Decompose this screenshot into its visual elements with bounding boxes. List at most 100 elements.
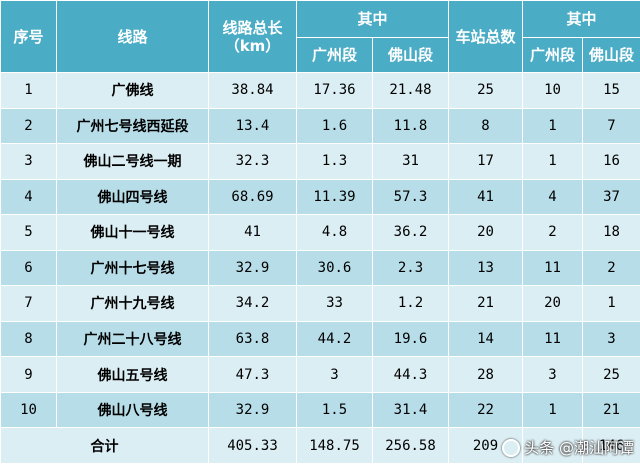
table-row: 7 广州十九号线 34.2 33 1.2 21 20 1 (0, 285, 640, 322)
cell-line-name: 佛山五号线 (56, 356, 209, 393)
watermark: 头条 @潮汕阿谭 (502, 437, 634, 458)
cell-fs-length: 36.2 (371, 214, 450, 251)
cell-fs-length: 11.8 (371, 107, 450, 145)
cell-line-name: 佛山四号线 (56, 178, 209, 216)
table-row: 10 佛山八号线 32.9 1.5 31.4 22 1 21 (0, 391, 640, 429)
cell-gz-stations: 1 (522, 107, 584, 145)
cell-fs-length: 44.3 (371, 356, 450, 393)
cell-total-label: 合计 (0, 427, 209, 464)
table-header: 序号 线路 线路总长 （km） 其中 车站总数 其中 广州段 佛山段 广州段 佛… (0, 0, 640, 73)
cell-fs-stations: 2 (582, 249, 640, 287)
header-row-2: 广州段 佛山段 广州段 佛山段 (1, 37, 640, 73)
cell-no: 2 (0, 107, 57, 145)
cell-stations: 25 (448, 72, 524, 109)
cell-stations: 41 (448, 178, 524, 216)
cell-fs-length: 1.2 (371, 285, 450, 322)
cell-stations: 22 (448, 391, 524, 429)
cell-fs-stations: 21 (582, 391, 640, 429)
cell-gz-length: 44.2 (296, 320, 373, 358)
cell-no: 8 (0, 320, 57, 358)
header-index: 序号 (0, 0, 57, 73)
header-length-title: 线路总长 (222, 18, 283, 37)
cell-fs-stations: 1 (582, 285, 640, 322)
cell-line-name: 广州二十八号线 (56, 320, 209, 358)
cell-gz-length: 33 (296, 285, 373, 322)
cell-gz-stations: 11 (522, 249, 584, 287)
cell-fs-stations: 37 (582, 178, 640, 216)
header-of-which-stations: 其中 (522, 0, 640, 38)
cell-gz-length: 3 (296, 356, 373, 393)
cell-no: 4 (0, 178, 57, 216)
cell-stations: 28 (448, 356, 524, 393)
cell-fs-stations: 15 (582, 72, 640, 109)
table-row: 6 广州十七号线 32.9 30.6 2.3 13 11 2 (0, 249, 640, 287)
cell-gz-length: 17.36 (296, 72, 373, 109)
cell-fs-length: 2.3 (371, 249, 450, 287)
cell-gz-length: 11.39 (296, 178, 373, 216)
cell-no: 7 (0, 285, 57, 322)
cell-no: 1 (0, 72, 57, 109)
cell-length: 34.2 (208, 285, 297, 322)
cell-total-length: 405.33 (208, 427, 297, 464)
circle-logo-icon (502, 438, 521, 457)
header-fs-length: 佛山段 (371, 37, 450, 73)
cell-line-name: 佛山十一号线 (56, 214, 209, 251)
cell-gz-stations: 10 (522, 72, 584, 109)
cell-gz-length: 1.3 (296, 143, 373, 180)
cell-stations: 21 (448, 285, 524, 322)
cell-gz-stations: 2 (522, 214, 584, 251)
table-row: 3 佛山二号线一期 32.3 1.3 31 17 1 16 (0, 143, 640, 180)
cell-gz-stations: 1 (522, 391, 584, 429)
cell-fs-length: 19.6 (371, 320, 450, 358)
cell-length: 32.3 (208, 143, 297, 180)
cell-fs-stations: 18 (582, 214, 640, 251)
cell-gz-stations: 11 (522, 320, 584, 358)
cell-line-name: 广州七号线西延段 (56, 107, 209, 145)
cell-gz-stations: 20 (522, 285, 584, 322)
cell-no: 10 (0, 391, 57, 429)
header-length-unit: （km） (224, 36, 281, 55)
header-fs-stations: 佛山段 (582, 37, 640, 73)
cell-gz-stations: 1 (522, 143, 584, 180)
cell-line-name: 广州十九号线 (56, 285, 209, 322)
cell-gz-length: 30.6 (296, 249, 373, 287)
cell-line-name: 佛山二号线一期 (56, 143, 209, 180)
cell-gz-length: 1.5 (296, 391, 373, 429)
cell-fs-length: 31.4 (371, 391, 450, 429)
cell-line-name: 广佛线 (56, 72, 209, 109)
cell-no: 9 (0, 356, 57, 393)
cell-gz-stations: 3 (522, 356, 584, 393)
cell-stations: 8 (448, 107, 524, 145)
cell-gz-length: 4.8 (296, 214, 373, 251)
table-row: 8 广州二十八号线 63.8 44.2 19.6 14 11 3 (0, 320, 640, 358)
cell-stations: 17 (448, 143, 524, 180)
table-body: 1 广佛线 38.84 17.36 21.48 25 10 15 2 广州七号线… (0, 72, 640, 464)
table-row: 4 佛山四号线 68.69 11.39 57.3 41 4 37 (0, 178, 640, 216)
cell-length: 41 (208, 214, 297, 251)
cell-stations: 14 (448, 320, 524, 358)
cell-length: 32.9 (208, 391, 297, 429)
cell-no: 6 (0, 249, 57, 287)
header-stations: 车站总数 (448, 0, 524, 73)
cell-fs-stations: 3 (582, 320, 640, 358)
header-gz-stations: 广州段 (522, 37, 584, 73)
cell-line-name: 广州十七号线 (56, 249, 209, 287)
header-length: 线路总长 （km） (208, 0, 297, 73)
cell-gz-length: 1.6 (296, 107, 373, 145)
cell-no: 3 (0, 143, 57, 180)
cell-total-gz-length: 148.75 (296, 427, 373, 464)
cell-stations: 20 (448, 214, 524, 251)
cell-length: 38.84 (208, 72, 297, 109)
cell-fs-length: 57.3 (371, 178, 450, 216)
cell-total-fs-stations: 146 (582, 427, 640, 464)
cell-fs-stations: 16 (582, 143, 640, 180)
table-row: 2 广州七号线西延段 13.4 1.6 11.8 8 1 7 (0, 107, 640, 145)
table-row: 9 佛山五号线 47.3 3 44.3 28 3 25 (0, 356, 640, 393)
header-gz-length: 广州段 (296, 37, 373, 73)
cell-length: 32.9 (208, 249, 297, 287)
cell-stations: 13 (448, 249, 524, 287)
cell-total-gz-stations (522, 427, 584, 464)
cell-length: 68.69 (208, 178, 297, 216)
